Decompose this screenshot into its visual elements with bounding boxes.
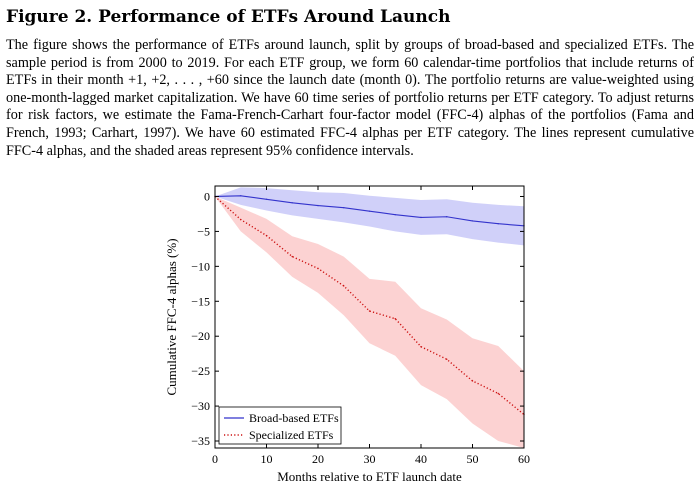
y-tick-label: −25 (191, 364, 210, 378)
data-point (446, 216, 448, 218)
data-point (497, 223, 499, 225)
x-tick-label: 0 (212, 452, 218, 466)
legend-label: Broad-based ETFs (249, 411, 339, 425)
x-tick-label: 40 (415, 452, 427, 466)
legend-label: Specialized ETFs (249, 428, 334, 442)
data-point (497, 392, 499, 395)
x-tick-label: 20 (312, 452, 324, 466)
ci-band-broad-based-etfs (215, 187, 524, 246)
y-tick-label: −35 (191, 434, 210, 448)
ci-band-specialized-etfs (215, 196, 524, 448)
y-tick-label: −10 (191, 259, 210, 273)
x-tick-label: 10 (261, 452, 273, 466)
x-tick-label: 50 (467, 452, 479, 466)
data-point (265, 198, 268, 200)
x-tick-label: 60 (518, 452, 530, 466)
y-tick-label: −30 (191, 399, 210, 413)
data-point (368, 310, 371, 312)
data-point (343, 206, 345, 209)
data-point (265, 234, 268, 237)
data-point (420, 345, 422, 348)
data-point (394, 318, 396, 320)
x-tick-label: 30 (364, 452, 376, 466)
y-tick-label: −5 (197, 224, 210, 238)
y-tick-label: 0 (204, 189, 210, 203)
data-point (394, 213, 396, 216)
data-point (368, 210, 371, 212)
data-point (240, 195, 242, 197)
data-point (420, 216, 422, 219)
y-axis: 0 −5 −10 −15 −20 −25 −30 −35 (191, 189, 524, 448)
data-point (343, 285, 345, 287)
y-tick-label: −20 (191, 329, 210, 343)
figure-title: Figure 2. Performance of ETFs Around Lau… (6, 7, 451, 27)
confidence-bands (215, 187, 524, 448)
y-axis-label: Cumulative FFC-4 alphas (%) (164, 238, 179, 395)
data-point (446, 358, 448, 360)
data-point (471, 220, 474, 222)
data-point (317, 267, 319, 270)
y-tick-label: −15 (191, 294, 210, 308)
data-point (317, 204, 319, 207)
x-axis-label: Months relative to ETF launch date (277, 469, 462, 484)
figure-caption: The figure shows the performance of ETFs… (6, 37, 694, 159)
x-axis: 0 10 20 30 40 50 60 (212, 186, 530, 466)
legend-box (218, 406, 342, 445)
data-point (291, 255, 293, 258)
data-point (240, 218, 242, 221)
data-point (291, 202, 293, 204)
legend: Broad-based ETFs Specialized ETFs (218, 406, 342, 445)
data-point (471, 380, 474, 382)
